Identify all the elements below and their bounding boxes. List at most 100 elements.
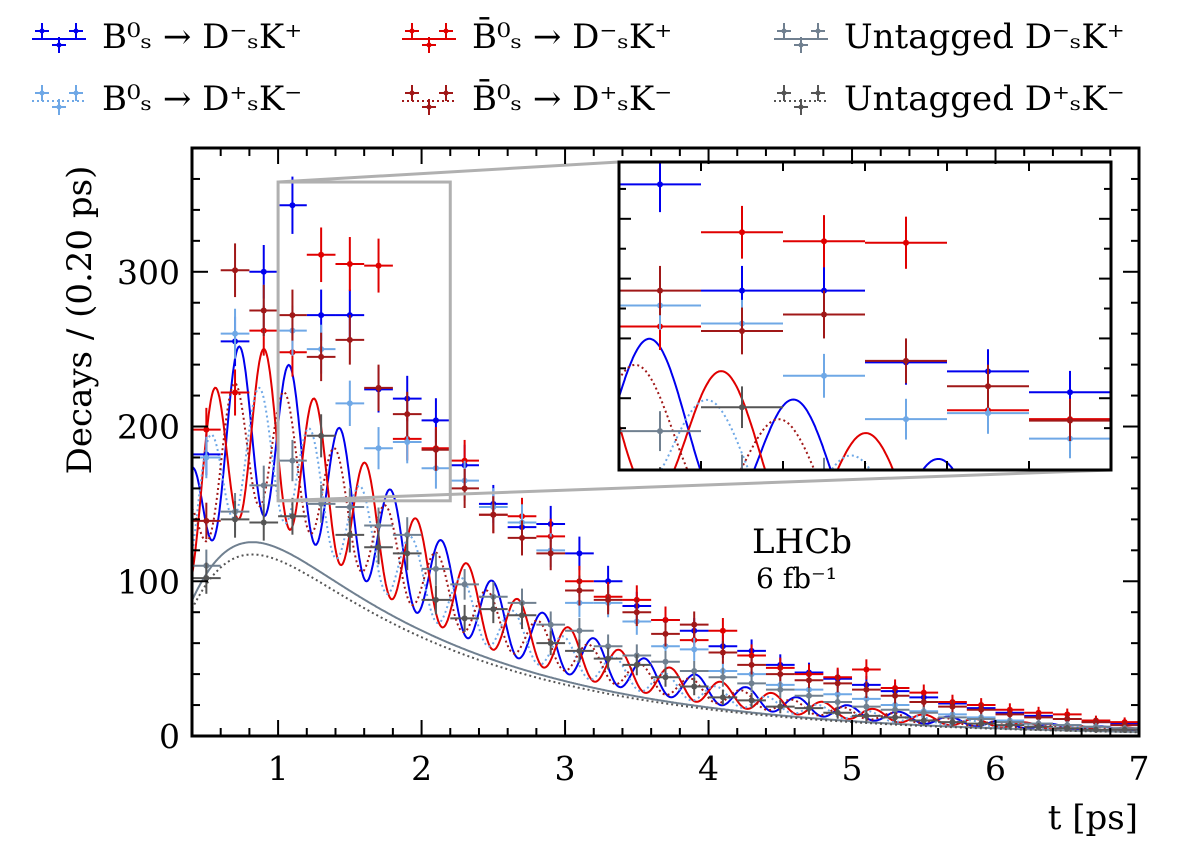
data-point <box>783 290 865 339</box>
marker <box>920 689 927 696</box>
data-point <box>278 176 307 234</box>
marker <box>920 709 927 716</box>
marker <box>289 312 296 319</box>
data-point <box>708 667 738 687</box>
inset-background <box>619 162 1111 470</box>
marker <box>605 596 612 603</box>
data-point <box>536 631 566 656</box>
marker <box>903 416 909 423</box>
marker <box>1035 714 1042 721</box>
x-tick-label: 4 <box>698 749 719 788</box>
marker <box>1149 448 1155 454</box>
marker <box>203 426 210 433</box>
data-point <box>335 315 365 365</box>
data-point <box>823 457 825 470</box>
marker <box>805 705 812 712</box>
marker <box>605 578 612 585</box>
data-point <box>364 364 393 412</box>
data-point <box>852 659 881 680</box>
data-point <box>794 671 824 690</box>
inset-curve-tagged-bs-DsmKp <box>619 337 955 470</box>
data-point <box>593 647 623 670</box>
marker <box>232 389 239 396</box>
data-point <box>947 364 1029 408</box>
data-point <box>450 468 479 508</box>
marker <box>605 655 612 662</box>
marker <box>691 621 698 628</box>
x-tick-label: 2 <box>411 749 432 788</box>
inset-curve-tagged-bsbar-DsmKp <box>619 370 895 470</box>
marker <box>289 457 296 464</box>
data-point <box>537 281 619 329</box>
data-point <box>765 681 795 699</box>
data-point <box>852 681 881 699</box>
data-point <box>537 261 619 311</box>
marker <box>834 680 841 687</box>
marker <box>575 283 581 289</box>
marker <box>777 686 784 693</box>
marker <box>1067 563 1073 569</box>
data-point <box>651 621 680 647</box>
marker <box>519 612 526 619</box>
marker <box>404 550 411 557</box>
marker <box>834 691 841 698</box>
data-point <box>220 308 250 359</box>
data-point <box>966 719 996 728</box>
marker <box>892 706 899 713</box>
legend-dot <box>39 90 45 96</box>
data-point <box>880 712 910 723</box>
marker <box>432 417 439 424</box>
marker <box>805 692 812 699</box>
marker <box>232 516 239 523</box>
experiment-label: LHCb <box>752 522 853 562</box>
marker <box>260 268 267 275</box>
marker <box>576 587 583 594</box>
data-point <box>765 664 795 684</box>
legend-dot <box>426 42 432 48</box>
data-point <box>1081 717 1111 727</box>
marker <box>432 565 439 572</box>
data-point <box>701 205 783 259</box>
marker <box>903 357 909 364</box>
legend-dot <box>426 104 432 110</box>
data-point <box>651 667 680 687</box>
data-point <box>450 569 479 600</box>
marker <box>1092 726 1099 733</box>
data-point <box>852 710 881 722</box>
y-tick-label: 100 <box>117 562 180 601</box>
marker <box>691 668 698 675</box>
marker <box>1006 711 1013 718</box>
data-point <box>995 721 1025 730</box>
data-point <box>622 654 652 676</box>
legend-item-bs-dsm-kp: B⁰ₛ → D⁻ₛK⁺ <box>28 14 302 60</box>
y-axis-title: Decays / (0.20 ps) <box>60 165 100 475</box>
data-point <box>392 536 422 571</box>
marker <box>289 202 296 209</box>
legend-dot <box>73 28 79 34</box>
data-point <box>192 562 221 594</box>
data-point <box>1111 536 1193 566</box>
data-point <box>478 496 508 534</box>
data-point <box>708 641 738 664</box>
marker <box>404 531 411 538</box>
marker <box>863 686 870 693</box>
data-point <box>278 497 307 535</box>
legend-label: Untagged D⁻ₛK⁺ <box>844 17 1125 57</box>
data-point <box>1111 431 1193 469</box>
data-point <box>1052 724 1082 732</box>
marker <box>1149 428 1155 434</box>
marker <box>949 719 956 726</box>
marker <box>777 671 784 678</box>
marker <box>404 439 411 445</box>
marker <box>490 606 497 613</box>
data-point <box>947 486 1029 520</box>
data-point <box>865 398 947 440</box>
marker <box>1067 389 1073 396</box>
data-point <box>306 484 336 523</box>
legend-label: B⁰ₛ → D⁻ₛK⁺ <box>102 17 303 57</box>
marker <box>346 400 353 407</box>
data-point <box>249 284 279 337</box>
marker <box>318 432 325 439</box>
marker <box>691 683 698 690</box>
inset-data-points <box>537 162 1193 569</box>
